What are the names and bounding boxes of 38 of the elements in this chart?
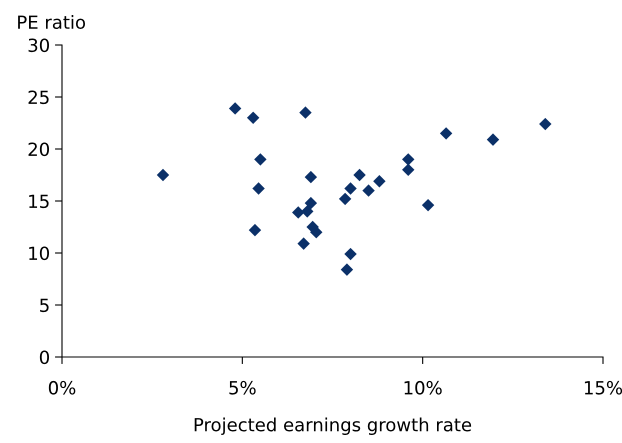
x-tick-label: 5% [229, 380, 256, 395]
point [301, 205, 314, 218]
point [228, 102, 242, 115]
y-axis-title: PE ratio [18, 15, 86, 30]
point [486, 133, 500, 146]
point [353, 168, 366, 182]
point [373, 175, 386, 188]
x-axis-title: Projected earnings growth rate [194, 418, 472, 436]
point [340, 263, 354, 276]
point [344, 248, 357, 260]
point [344, 182, 357, 195]
point [422, 198, 434, 212]
point [539, 118, 552, 130]
x-tick-label: 0% [48, 380, 76, 395]
y-tick-label: 25 [28, 90, 49, 104]
point [252, 182, 265, 195]
point [292, 206, 304, 219]
y-tick-label: 15 [29, 194, 49, 208]
y-tick-label: 0 [40, 350, 49, 364]
y-tick-label: 5 [40, 298, 49, 312]
y-tick-label: 30 [28, 38, 49, 52]
point [254, 153, 267, 166]
point [402, 164, 414, 176]
x-tick-label: 10% [404, 380, 442, 395]
point [304, 196, 318, 210]
x-tick-label: 15% [584, 380, 622, 395]
point [248, 224, 262, 236]
y-tick-label: 20 [28, 142, 49, 156]
point [338, 192, 352, 206]
point [362, 184, 375, 197]
point [402, 153, 414, 166]
point [440, 127, 452, 140]
point [246, 112, 260, 124]
point [299, 106, 312, 119]
y-tick-label: 10 [29, 246, 49, 260]
point [297, 237, 310, 250]
point [304, 170, 318, 184]
point [156, 168, 170, 182]
